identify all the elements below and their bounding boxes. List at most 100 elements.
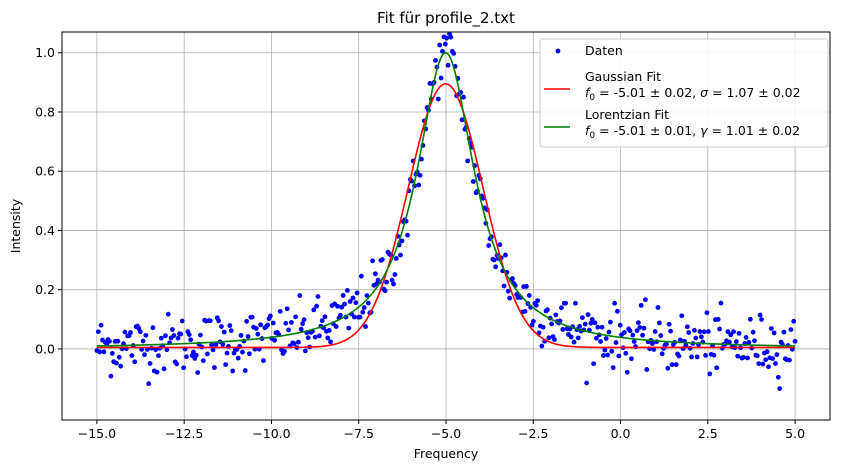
data-point bbox=[691, 327, 697, 333]
x-tick-label: −15.0 bbox=[78, 426, 116, 441]
chart-title: Fit für profile_2.txt bbox=[377, 9, 515, 28]
data-point bbox=[788, 327, 794, 333]
data-point bbox=[594, 335, 599, 341]
data-point bbox=[486, 243, 492, 248]
data-point bbox=[642, 297, 648, 303]
data-point bbox=[791, 318, 797, 324]
data-point bbox=[170, 327, 175, 332]
data-point bbox=[760, 361, 766, 367]
data-point bbox=[641, 325, 647, 331]
data-point bbox=[658, 333, 664, 338]
data-point bbox=[686, 330, 692, 335]
data-point bbox=[634, 328, 640, 334]
data-point bbox=[156, 353, 161, 359]
data-point bbox=[372, 271, 378, 277]
data-point bbox=[351, 314, 357, 320]
y-axis-label: Intensity bbox=[8, 198, 23, 253]
data-point bbox=[735, 353, 741, 359]
y-tick-label: 0.8 bbox=[35, 104, 55, 119]
data-point bbox=[293, 314, 298, 320]
data-point bbox=[531, 318, 536, 324]
data-point bbox=[98, 322, 104, 328]
data-point bbox=[346, 325, 352, 331]
data-point bbox=[582, 321, 588, 327]
legend-box bbox=[539, 38, 829, 148]
data-point bbox=[178, 331, 184, 337]
x-tick-label: −7.5 bbox=[344, 426, 374, 441]
data-point bbox=[188, 337, 194, 343]
data-point bbox=[501, 283, 507, 289]
data-point bbox=[433, 58, 438, 63]
data-point bbox=[669, 362, 675, 368]
data-point bbox=[358, 273, 364, 279]
data-point bbox=[384, 279, 389, 285]
data-point bbox=[122, 329, 128, 335]
x-tick-label: 2.5 bbox=[698, 426, 718, 441]
data-point bbox=[158, 335, 164, 341]
data-point bbox=[107, 338, 112, 344]
data-point bbox=[631, 339, 637, 344]
gaussian-fit-line bbox=[96, 83, 796, 349]
data-point bbox=[393, 256, 399, 261]
data-point bbox=[283, 320, 289, 326]
data-point bbox=[655, 305, 661, 310]
x-tick-label: −12.5 bbox=[165, 426, 203, 441]
data-point bbox=[143, 332, 149, 338]
data-point bbox=[448, 34, 454, 40]
data-point bbox=[370, 258, 375, 264]
data-point bbox=[616, 353, 622, 359]
data-point bbox=[210, 347, 216, 353]
data-point bbox=[697, 329, 703, 334]
data-point bbox=[451, 51, 457, 56]
y-tick-label: 0.0 bbox=[35, 341, 55, 356]
data-point bbox=[615, 308, 620, 314]
y-tick-label: 0.2 bbox=[35, 282, 55, 297]
data-point bbox=[364, 293, 370, 299]
data-point bbox=[213, 341, 219, 347]
data-point bbox=[601, 353, 606, 358]
data-point bbox=[118, 363, 124, 369]
data-point bbox=[591, 361, 597, 367]
data-point bbox=[470, 179, 476, 184]
data-point bbox=[715, 316, 721, 322]
data-point bbox=[220, 342, 226, 347]
data-point bbox=[592, 320, 598, 326]
data-point bbox=[588, 320, 594, 326]
data-point bbox=[244, 318, 250, 324]
data-point bbox=[205, 351, 210, 357]
data-point bbox=[216, 318, 222, 324]
data-point bbox=[775, 374, 781, 380]
data-point bbox=[163, 333, 168, 339]
data-point bbox=[707, 371, 713, 377]
data-point bbox=[480, 195, 486, 201]
data-point bbox=[228, 328, 234, 333]
data-point bbox=[703, 352, 708, 358]
data-point bbox=[740, 354, 746, 360]
data-point bbox=[656, 320, 662, 326]
data-point bbox=[747, 316, 753, 322]
data-point bbox=[300, 321, 305, 327]
data-point bbox=[754, 353, 760, 359]
data-point bbox=[179, 318, 185, 324]
data-point bbox=[461, 94, 466, 100]
data-point bbox=[146, 381, 152, 387]
data-point bbox=[651, 347, 657, 352]
data-point bbox=[247, 351, 252, 357]
data-point bbox=[301, 317, 307, 323]
data-point bbox=[571, 339, 577, 345]
data-point bbox=[599, 324, 605, 330]
x-tick-label: 0.0 bbox=[611, 426, 631, 441]
data-point bbox=[379, 257, 385, 262]
data-point bbox=[128, 330, 133, 335]
data-point bbox=[363, 324, 368, 329]
data-point bbox=[676, 353, 682, 359]
data-point bbox=[726, 339, 732, 345]
data-point bbox=[242, 368, 248, 373]
data-point bbox=[270, 320, 276, 326]
data-point bbox=[771, 330, 777, 336]
ticks: −15.0 −12.5 −10.0 −7.5 −5.0 −2.5 0.0 2.5 5.0 0.0 0… bbox=[35, 45, 805, 441]
data-point bbox=[109, 351, 115, 356]
data-point bbox=[733, 339, 739, 344]
data-point bbox=[617, 322, 623, 328]
data-point bbox=[652, 329, 658, 334]
